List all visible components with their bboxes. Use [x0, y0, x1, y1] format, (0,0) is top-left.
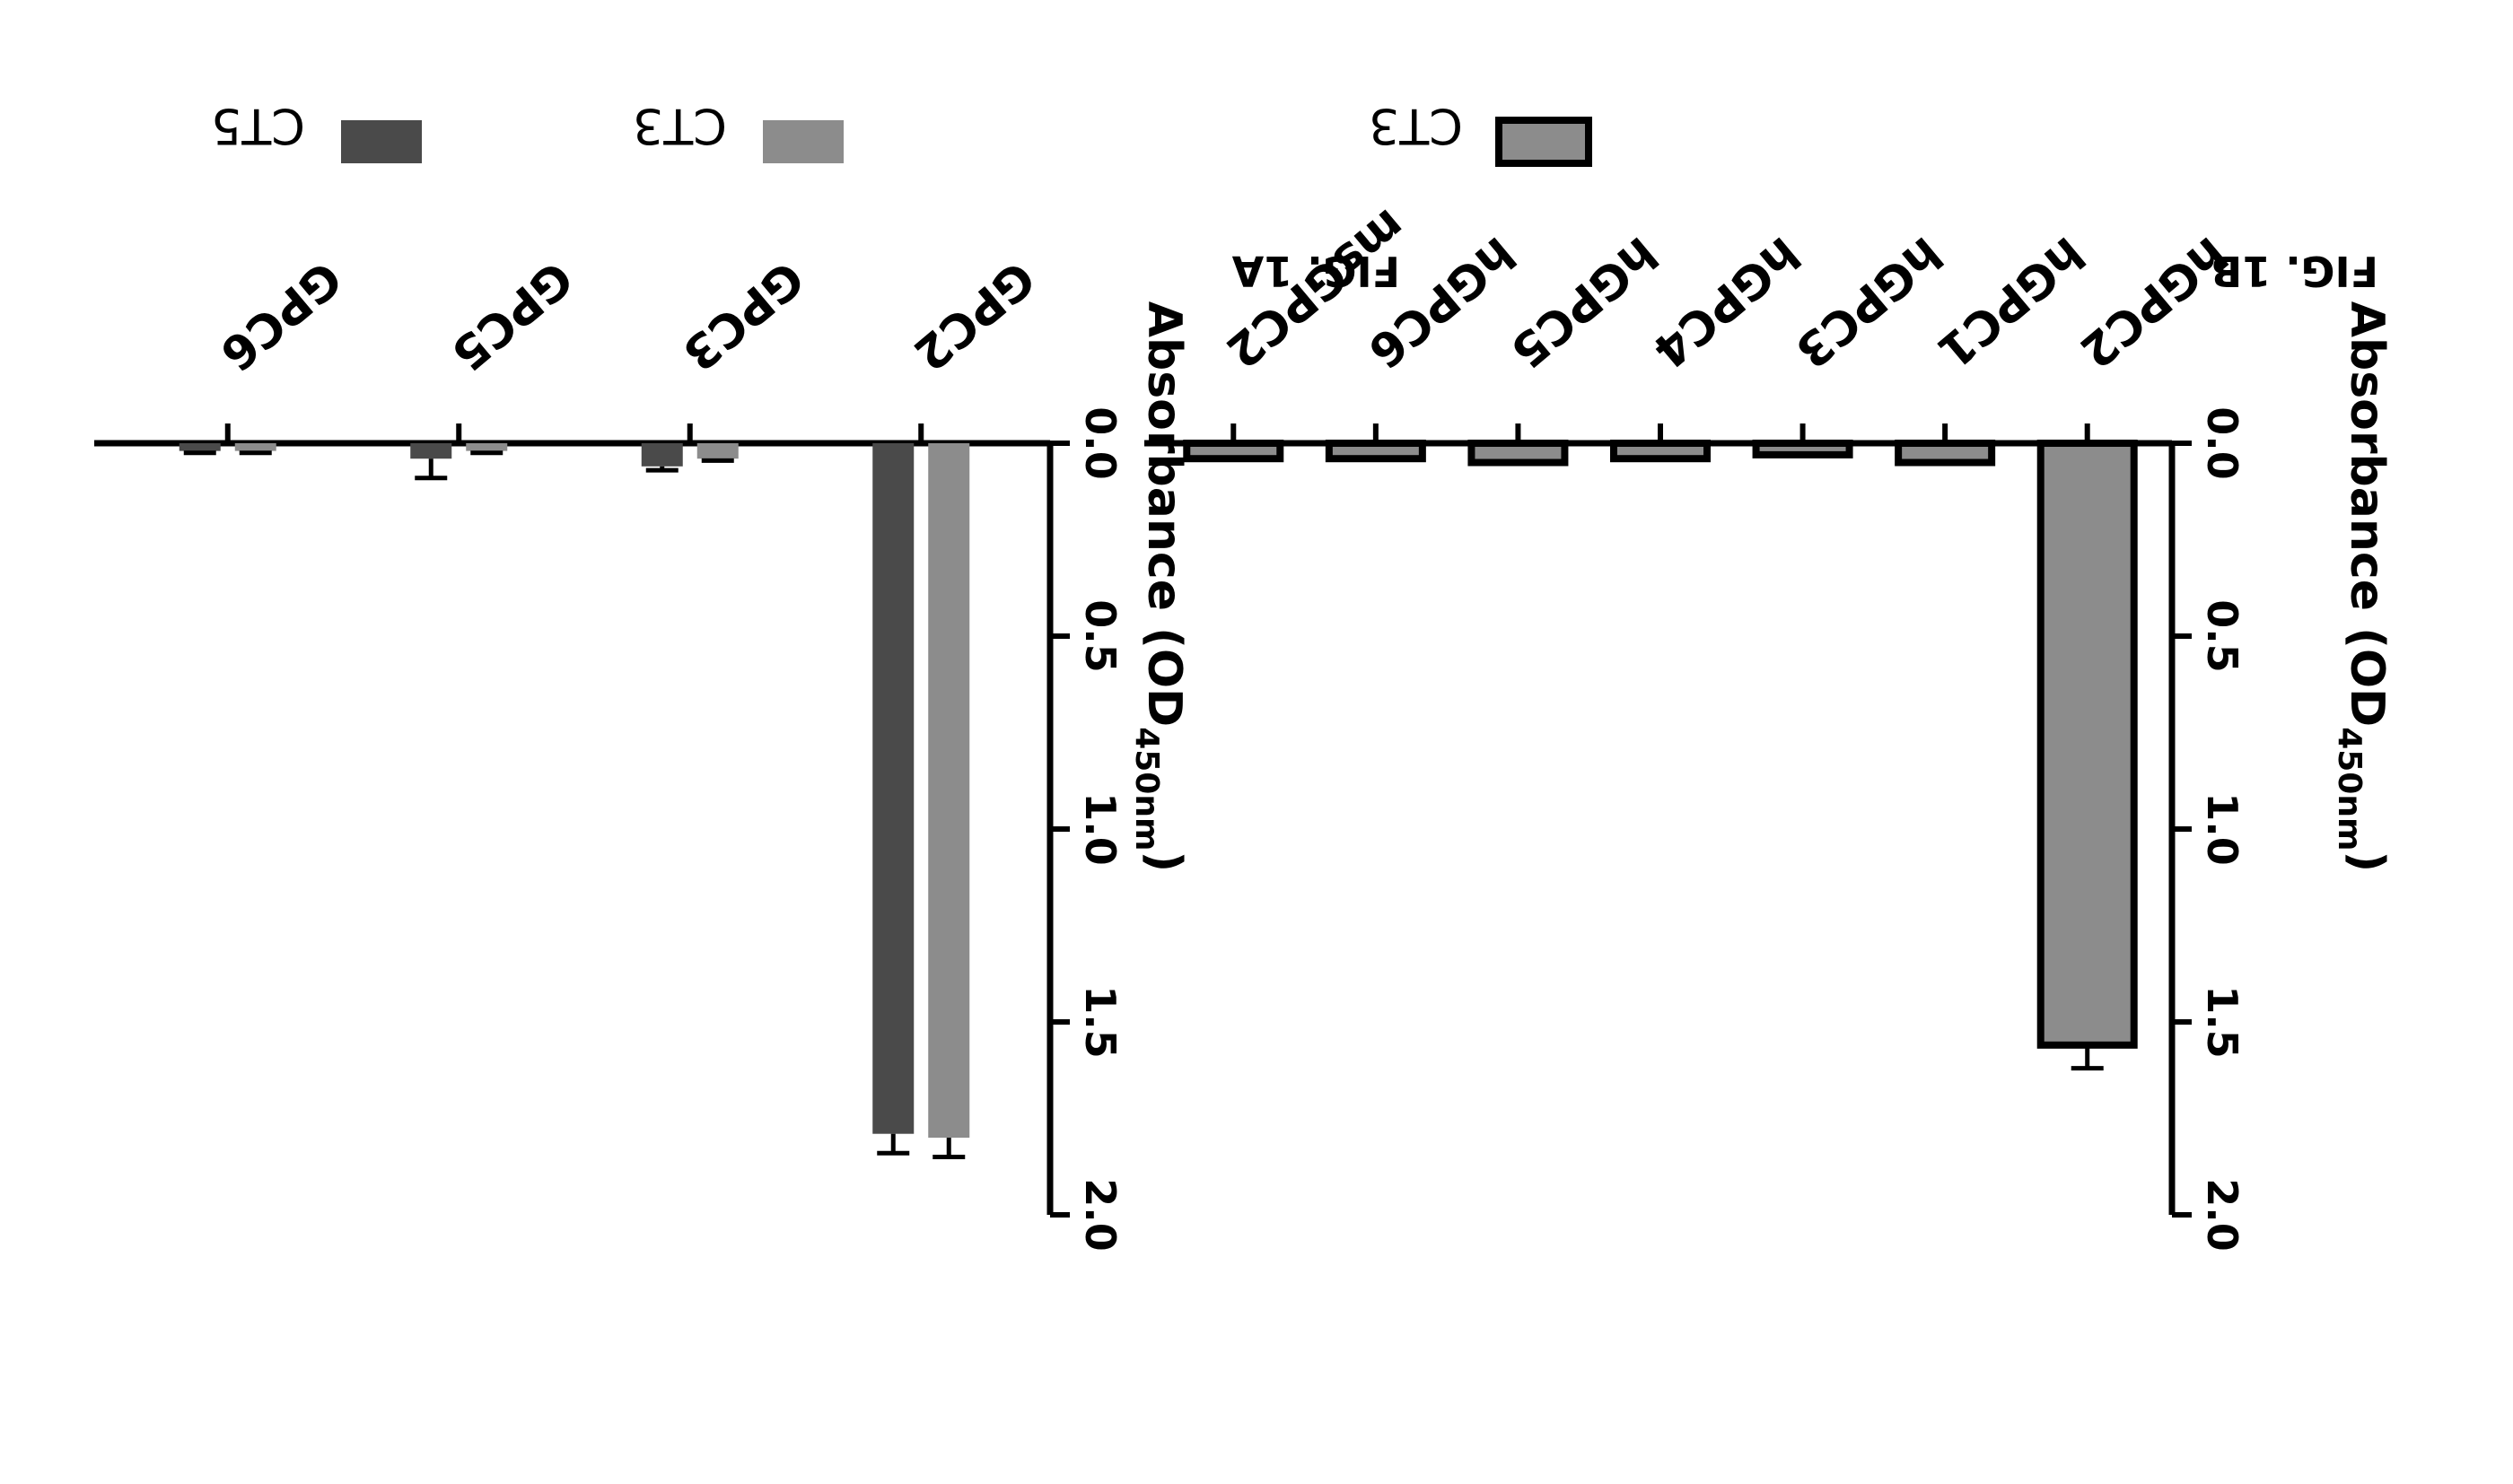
panel-b-figure-label: FIG. 1B: [2211, 247, 2378, 295]
panel-a-plot: GPC2 GPC3 GPC5 GPC6: [94, 250, 1050, 1159]
a-legend-swatch-ct5: [341, 120, 422, 163]
a-bar-ct5: [872, 443, 915, 1134]
panel-a-ylabel: Absorbance (OD450nm): [1128, 301, 1191, 873]
panel-b: FIG. 1B CT3 hGPC2hGPC1hGPC3hGPC4hGPC5hGP…: [1144, 98, 2394, 1252]
a-bar-ct3: [466, 443, 508, 451]
a-y-tick-label: 2.0: [1076, 1178, 1125, 1252]
b-x-label-wrap: hGPC2: [2070, 226, 2237, 378]
b-x-tick-label: hGPC4: [1642, 226, 1809, 378]
svg-text:Absorbance (OD450nm): Absorbance (OD450nm): [1128, 301, 1191, 873]
a-legend-label-ct3: CT3: [633, 98, 727, 154]
a-y-tick-label-wrap: 2.0: [1076, 1178, 1125, 1252]
a-y-tick-label-wrap: 0.0: [1076, 406, 1125, 480]
b-legend-label-ct3: CT3: [1369, 98, 1463, 154]
b-bar-ct3: [1467, 440, 1569, 467]
a-bar-ct5: [410, 443, 452, 459]
a-legend-label-ct5: CT5: [211, 98, 305, 154]
b-x-label-wrap: hGPC4: [1642, 226, 1809, 378]
b-y-tick-label: 2.0: [2198, 1178, 2246, 1252]
panel-a-ylabel-close: ): [1137, 851, 1191, 872]
b-y-tick-label: 0.5: [2198, 599, 2246, 673]
a-x-tick-label: GPC2: [903, 250, 1044, 381]
panel-a-figure-label: FIG. 1A: [1231, 247, 1400, 295]
b-bar-ct3: [1895, 440, 1996, 467]
b-legend-swatch-ct3: [1495, 117, 1592, 167]
a-bar-ct3: [234, 443, 276, 451]
a-bar-ct5: [179, 443, 221, 451]
a-y-tick-label: 0.0: [1076, 406, 1125, 480]
a-y-tick-label-wrap: 1.5: [1076, 985, 1125, 1059]
a-y-tick-label-wrap: 1.0: [1076, 792, 1125, 866]
b-y-tick-label: 0.0: [2198, 406, 2246, 480]
a-bar-ct5: [641, 443, 683, 467]
a-x-tick-label: GPC3: [672, 250, 813, 381]
a-legend-swatch-ct3: [763, 120, 844, 163]
b-y-tick-label-wrap: 0.5: [2198, 599, 2246, 673]
a-y-tick-label: 1.5: [1076, 985, 1125, 1059]
a-x-label-wrap: GPC6: [210, 250, 351, 381]
a-y-tick-label-wrap: 0.5: [1076, 599, 1125, 673]
panel-b-legend: CT3: [1369, 98, 1592, 167]
a-x-label-wrap: GPC2: [903, 250, 1044, 381]
b-bar-ct3: [1752, 440, 1853, 458]
a-y-tick-label: 1.0: [1076, 792, 1125, 866]
panel-a-legend: CT3 CT5: [211, 98, 844, 163]
b-bar-ct3: [1183, 439, 1284, 463]
b-x-tick-label: hGPC2: [2070, 226, 2237, 378]
panel-b-ylabel-close: ): [2340, 851, 2394, 872]
a-bar-ct3: [928, 443, 970, 1138]
b-bar-ct3: [1325, 439, 1426, 463]
svg-text:Absorbance (OD450nm): Absorbance (OD450nm): [2331, 301, 2394, 873]
b-x-tick-label: hGPC5: [1501, 226, 1668, 378]
b-y-tick-label-wrap: 2.0: [2198, 1178, 2246, 1252]
panel-b-ylabel-main: Absorbance (OD: [2340, 301, 2394, 727]
b-bar-ct3: [2036, 440, 2138, 1049]
panel-b-ylabel: Absorbance (OD450nm): [2331, 301, 2394, 873]
b-y-tick-label: 1.0: [2198, 792, 2246, 866]
b-x-tick-label: hGPC3: [1785, 226, 1952, 378]
a-bar-ct3: [696, 443, 739, 459]
a-x-label-wrap: GPC5: [441, 250, 582, 381]
b-x-label-wrap: hGPC3: [1785, 226, 1952, 378]
panel-a: FIG. 1A CT3 CT5 GPC2 GPC3 GPC5 GPC6 0.0 0.5 1.…: [94, 98, 1400, 1252]
b-y-tick-label: 1.5: [2198, 985, 2246, 1059]
a-x-tick-label: GPC6: [210, 250, 351, 381]
panel-a-ylabel-sub: 450nm: [1128, 727, 1165, 851]
a-y-tick-label: 0.5: [1076, 599, 1125, 673]
b-x-tick-label: hGPC1: [1927, 226, 2094, 378]
a-x-label-wrap: GPC3: [672, 250, 813, 381]
b-x-label-wrap: hGPC5: [1501, 226, 1668, 378]
b-x-label-wrap: hGPC1: [1927, 226, 2094, 378]
panel-a-ylabel-main: Absorbance (OD: [1137, 301, 1191, 727]
b-y-tick-label-wrap: 0.0: [2198, 406, 2246, 480]
panel-b-yaxis: 0.0 0.5 1.0 1.5 2.0: [2168, 406, 2246, 1252]
a-x-tick-label: GPC5: [441, 250, 582, 381]
panel-b-ylabel-sub: 450nm: [2331, 727, 2368, 851]
panel-a-yaxis: 0.0 0.5 1.0 1.5 2.0: [1046, 406, 1125, 1252]
b-y-tick-label-wrap: 1.5: [2198, 985, 2246, 1059]
b-y-tick-label-wrap: 1.0: [2198, 792, 2246, 866]
b-bar-ct3: [1610, 439, 1711, 463]
